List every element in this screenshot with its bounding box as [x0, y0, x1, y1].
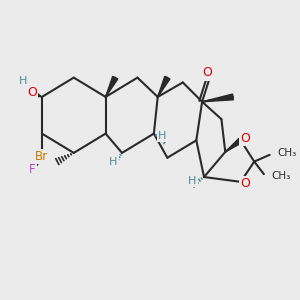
- Text: O: O: [241, 132, 250, 145]
- Polygon shape: [29, 89, 42, 97]
- Polygon shape: [225, 138, 242, 152]
- Text: O: O: [27, 85, 37, 99]
- Text: O: O: [202, 66, 212, 79]
- Polygon shape: [202, 94, 233, 102]
- Text: H: H: [188, 176, 196, 186]
- Text: F: F: [29, 163, 36, 176]
- Text: CH₃: CH₃: [272, 171, 291, 181]
- Text: Br: Br: [34, 150, 48, 163]
- Text: H: H: [158, 130, 167, 140]
- Text: H: H: [109, 157, 118, 166]
- Text: CH₃: CH₃: [278, 148, 297, 158]
- Text: H: H: [18, 76, 27, 85]
- Polygon shape: [106, 76, 118, 97]
- Text: O: O: [241, 177, 250, 190]
- Polygon shape: [158, 76, 170, 97]
